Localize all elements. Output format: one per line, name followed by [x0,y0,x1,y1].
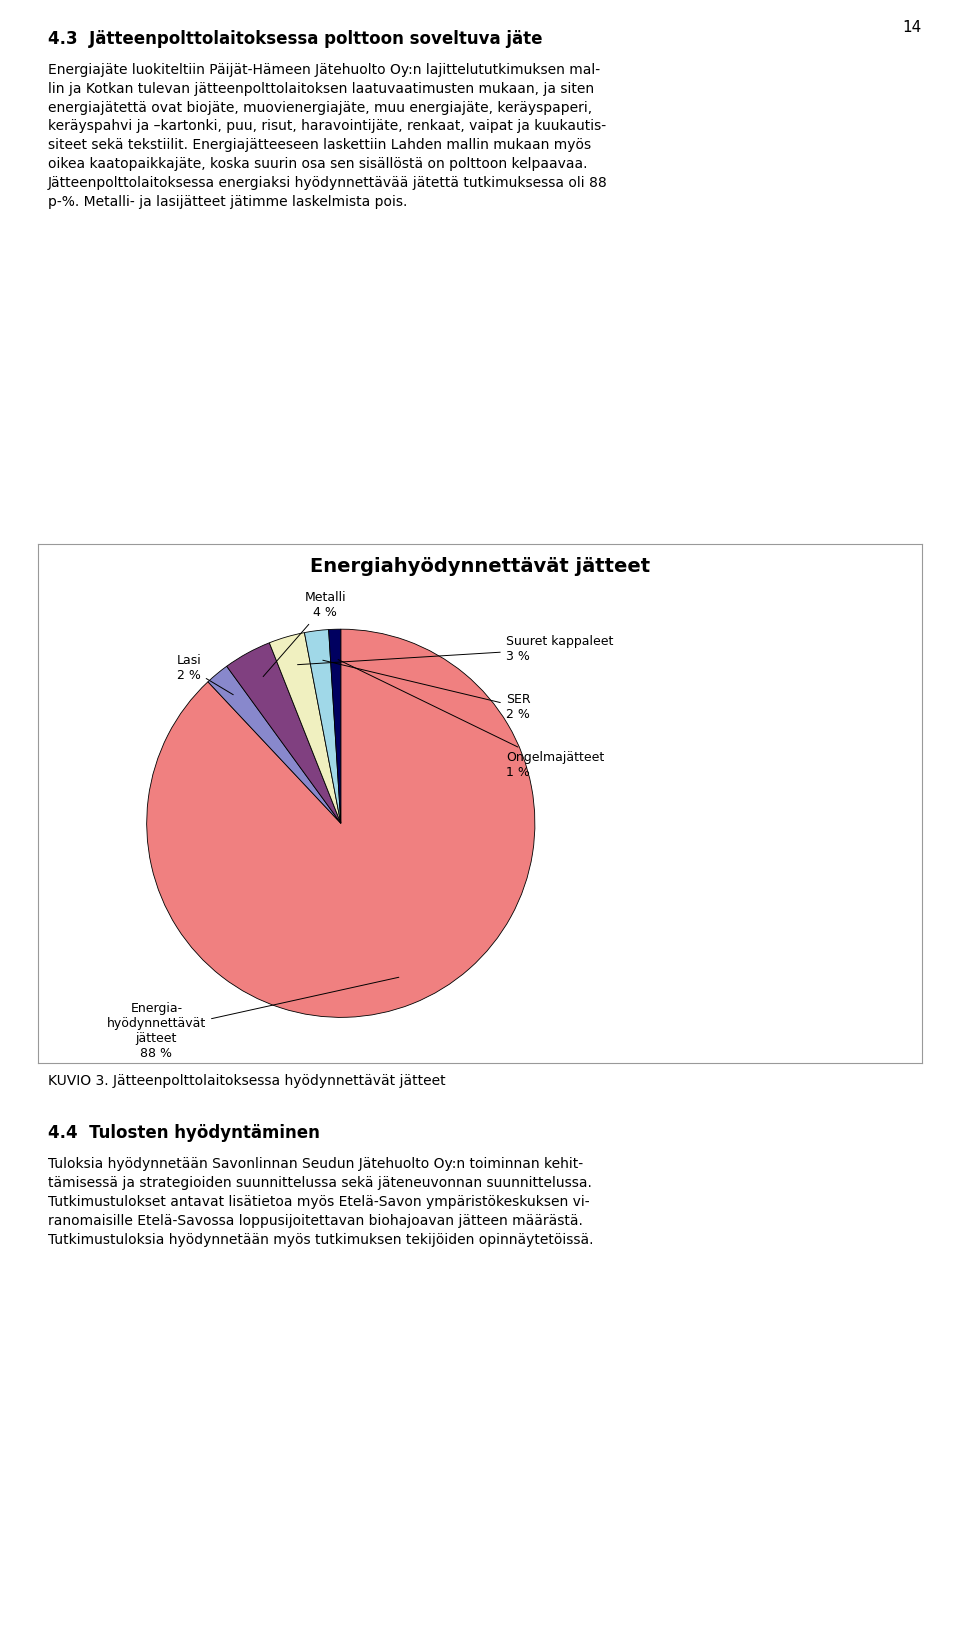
Text: Ongelmajätteet
1 %: Ongelmajätteet 1 % [338,659,604,780]
Text: 14: 14 [902,20,922,35]
Wedge shape [208,666,341,824]
Text: Energia-
hyödynnettävät
jätteet
88 %: Energia- hyödynnettävät jätteet 88 % [107,977,398,1060]
Wedge shape [147,630,535,1017]
Text: Tuloksia hyödynnetään Savonlinnan Seudun Jätehuolto Oy:n toiminnan kehit-
tämise: Tuloksia hyödynnetään Savonlinnan Seudun… [48,1157,593,1246]
Text: Metalli
4 %: Metalli 4 % [263,592,347,677]
Text: Energiahyödynnettävät jätteet: Energiahyödynnettävät jätteet [310,557,650,577]
Wedge shape [304,630,341,824]
Text: 4.4  Tulosten hyödyntäminen: 4.4 Tulosten hyödyntäminen [48,1124,320,1142]
Text: 4.3  Jätteenpolttolaitoksessa polttoon soveltuva jäte: 4.3 Jätteenpolttolaitoksessa polttoon so… [48,30,542,48]
Wedge shape [227,643,341,824]
Text: Suuret kappaleet
3 %: Suuret kappaleet 3 % [298,634,613,664]
Wedge shape [328,630,341,824]
Text: Lasi
2 %: Lasi 2 % [177,654,233,695]
Text: Energiajäte luokiteltiin Päijät-Hämeen Jätehuolto Oy:n lajittelututkimuksen mal-: Energiajäte luokiteltiin Päijät-Hämeen J… [48,63,608,209]
Text: KUVIO 3. Jätteenpolttolaitoksessa hyödynnettävät jätteet: KUVIO 3. Jätteenpolttolaitoksessa hyödyn… [48,1074,445,1088]
Wedge shape [270,633,341,824]
Text: SER
2 %: SER 2 % [323,661,531,720]
